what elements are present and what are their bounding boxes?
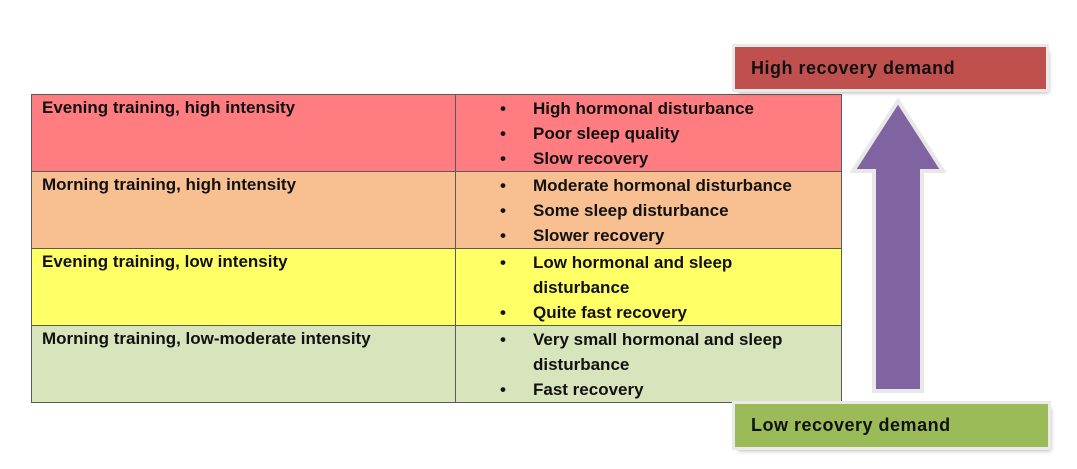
effect-text: Slower recovery	[533, 226, 665, 245]
effects-cell: • Very small hormonal and sleep disturban…	[455, 325, 842, 403]
effect-text: Moderate hormonal disturbance	[533, 176, 792, 195]
list-item: • Some sleep disturbance	[456, 198, 841, 223]
effects-list: • Moderate hormonal disturbance • Some sle…	[456, 173, 841, 248]
bullet-icon: •	[500, 226, 506, 245]
table-row: Morning training, low-moderate intensity…	[31, 325, 842, 403]
list-item: • Very small hormonal and sleep disturban…	[456, 327, 843, 377]
effect-text: Very small hormonal and sleep disturbanc…	[533, 330, 783, 374]
effect-text: Some sleep disturbance	[533, 201, 729, 220]
low-recovery-demand-label: Low recovery demand	[735, 404, 1048, 447]
low-label-text: Low recovery demand	[751, 415, 951, 435]
effects-list: • Low hormonal and sleep disturbance • Qui…	[456, 250, 841, 325]
effects-list: • Very small hormonal and sleep disturban…	[456, 327, 841, 402]
table-row: Morning training, high intensity • Modera…	[31, 171, 842, 249]
effect-text: Poor sleep quality	[533, 124, 680, 143]
list-item: • Slow recovery	[456, 146, 841, 171]
table-row: Evening training, low intensity • Low hor…	[31, 248, 842, 326]
bullet-icon: •	[500, 253, 506, 272]
bullet-icon: •	[500, 330, 506, 349]
bullet-icon: •	[500, 303, 506, 322]
high-label-text: High recovery demand	[751, 57, 956, 78]
effect-text: Low hormonal and sleep disturbance	[533, 253, 733, 297]
bullet-icon: •	[500, 176, 506, 195]
recovery-table: Evening training, high intensity • High h…	[31, 94, 842, 403]
effect-text: Fast recovery	[533, 380, 644, 399]
list-item: • High hormonal disturbance	[456, 96, 841, 121]
training-condition: Evening training, low intensity	[31, 248, 456, 326]
list-item: • Poor sleep quality	[456, 121, 841, 146]
effect-text: High hormonal disturbance	[533, 99, 755, 118]
bullet-icon: •	[500, 201, 506, 220]
high-recovery-demand-label: High recovery demand	[735, 47, 1046, 89]
bullet-icon: •	[500, 149, 506, 168]
training-condition: Morning training, low-moderate intensity	[31, 325, 456, 403]
effects-cell: • Low hormonal and sleep disturbance • Qui…	[455, 248, 842, 326]
bullet-icon: •	[500, 124, 506, 143]
bullet-icon: •	[500, 380, 506, 399]
training-condition: Morning training, high intensity	[31, 171, 456, 249]
list-item: • Low hormonal and sleep disturbance	[456, 250, 843, 300]
effects-cell: • Moderate hormonal disturbance • Some sle…	[455, 171, 842, 249]
bullet-icon: •	[500, 99, 506, 118]
effects-list: • High hormonal disturbance • Poor sleep q…	[456, 96, 841, 171]
up-arrow-icon	[849, 97, 947, 393]
training-condition: Evening training, high intensity	[31, 94, 456, 172]
table-row: Evening training, high intensity • High h…	[31, 94, 842, 172]
list-item: • Fast recovery	[456, 377, 841, 402]
list-item: • Moderate hormonal disturbance	[456, 173, 841, 198]
list-item: • Slower recovery	[456, 223, 841, 248]
effects-cell: • High hormonal disturbance • Poor sleep q…	[455, 94, 842, 172]
list-item: • Quite fast recovery	[456, 300, 841, 325]
effect-text: Quite fast recovery	[533, 303, 688, 322]
effect-text: Slow recovery	[533, 149, 649, 168]
